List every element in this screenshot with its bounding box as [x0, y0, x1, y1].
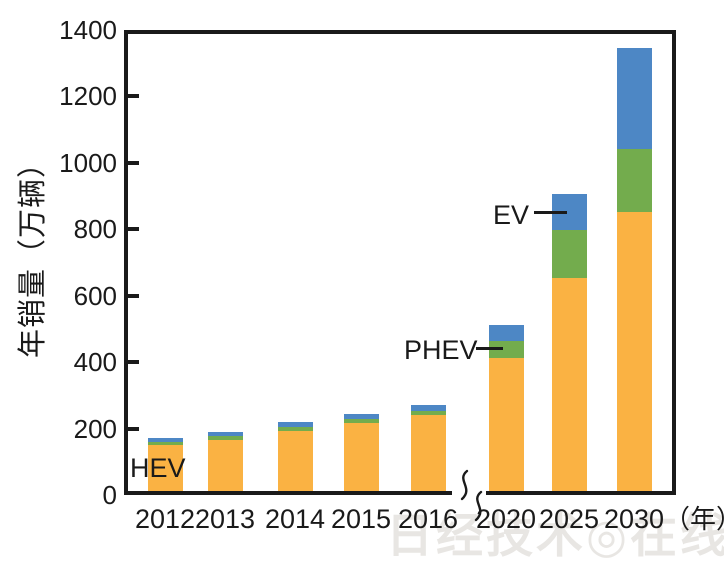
x-tick-label-2013: 2013	[194, 504, 256, 534]
y-tick-mark	[128, 160, 139, 165]
bar-segment-ev-2014	[277, 421, 313, 427]
watermark-text: 日经技术◎在线	[386, 509, 724, 562]
x-tick-label-2014: 2014	[264, 504, 326, 534]
bar-group-2030	[616, 47, 652, 491]
bar-segment-hev-2014	[277, 430, 313, 491]
annotation-ev-label: EV	[493, 200, 530, 230]
bar-segment-ev-2012	[147, 437, 183, 443]
x-tick-label-2012: 2012	[134, 504, 196, 534]
y-tick-mark	[128, 227, 139, 232]
y-tick-mark	[128, 360, 139, 365]
y-tick-label: 800	[73, 214, 117, 245]
annotation-ev-line	[534, 211, 567, 214]
x-tick-label-2016: 2016	[397, 504, 459, 534]
bar-segment-phev-2015	[343, 418, 379, 423]
y-tick-label: 600	[73, 280, 117, 311]
stacked-bar-chart: 日经技术◎在线! 年销量（万辆） 02004006008001000120014…	[17, 15, 724, 562]
bar-group-2014	[277, 421, 313, 491]
x-axis-unit-label: （年）	[664, 504, 724, 534]
bar-segment-ev-2020	[488, 324, 524, 341]
axis-break-icon	[452, 469, 486, 522]
x-tick-label-2015: 2015	[330, 504, 392, 534]
y-tick-mark	[128, 293, 139, 298]
bar-segment-hev-2025	[551, 278, 587, 491]
bar-segment-hev-2013	[207, 439, 243, 491]
bar-segment-phev-2020	[488, 340, 524, 358]
bar-segment-ev-2013	[207, 431, 243, 436]
bar-group-2020	[488, 324, 524, 491]
y-tick-label: 1200	[59, 81, 117, 112]
bar-segment-phev-2025	[551, 230, 587, 279]
bar-segment-phev-2013	[207, 435, 243, 440]
bar-group-2025	[551, 194, 587, 491]
bar-segment-ev-2030	[616, 47, 652, 150]
annotation-phev-line	[476, 347, 503, 350]
bar-segment-hev-2015	[343, 422, 379, 491]
y-tick-mark	[128, 426, 139, 431]
y-tick-mark	[128, 94, 139, 99]
bar-segment-hev-2030	[616, 212, 652, 491]
x-tick-label-2025: 2025	[538, 504, 600, 534]
watermark: 日经技术◎在线!	[386, 497, 724, 566]
bar-segment-phev-2012	[147, 442, 183, 446]
y-tick-label: 0	[102, 480, 117, 510]
y-axis-title: 年销量（万辆）	[17, 147, 49, 359]
bar-group-2012	[147, 437, 183, 491]
y-tick-label: 1000	[59, 147, 117, 178]
annotation-hev-label: HEV	[130, 453, 186, 483]
y-tick-label: 400	[73, 347, 117, 378]
x-tick-label-2030: 2030	[603, 504, 665, 534]
annotation-phev-label: PHEV	[404, 335, 478, 365]
y-tick-label: 200	[73, 413, 117, 444]
y-tick-label: 1400	[59, 15, 117, 45]
bar-segment-ev-2016	[410, 404, 446, 411]
plot-area	[124, 30, 676, 495]
bar-segment-ev-2015	[343, 413, 379, 419]
bar-segment-hev-2016	[410, 414, 446, 491]
bar-segment-phev-2030	[616, 149, 652, 213]
bar-group-2013	[207, 431, 243, 491]
bar-segment-hev-2020	[488, 357, 524, 491]
x-tick-label-2020: 2020	[475, 504, 537, 534]
bar-segment-hev-2012	[147, 445, 183, 491]
bar-group-2016	[410, 404, 446, 491]
bar-segment-phev-2014	[277, 426, 313, 431]
bar-group-2015	[343, 413, 379, 491]
bar-segment-phev-2016	[410, 410, 446, 415]
